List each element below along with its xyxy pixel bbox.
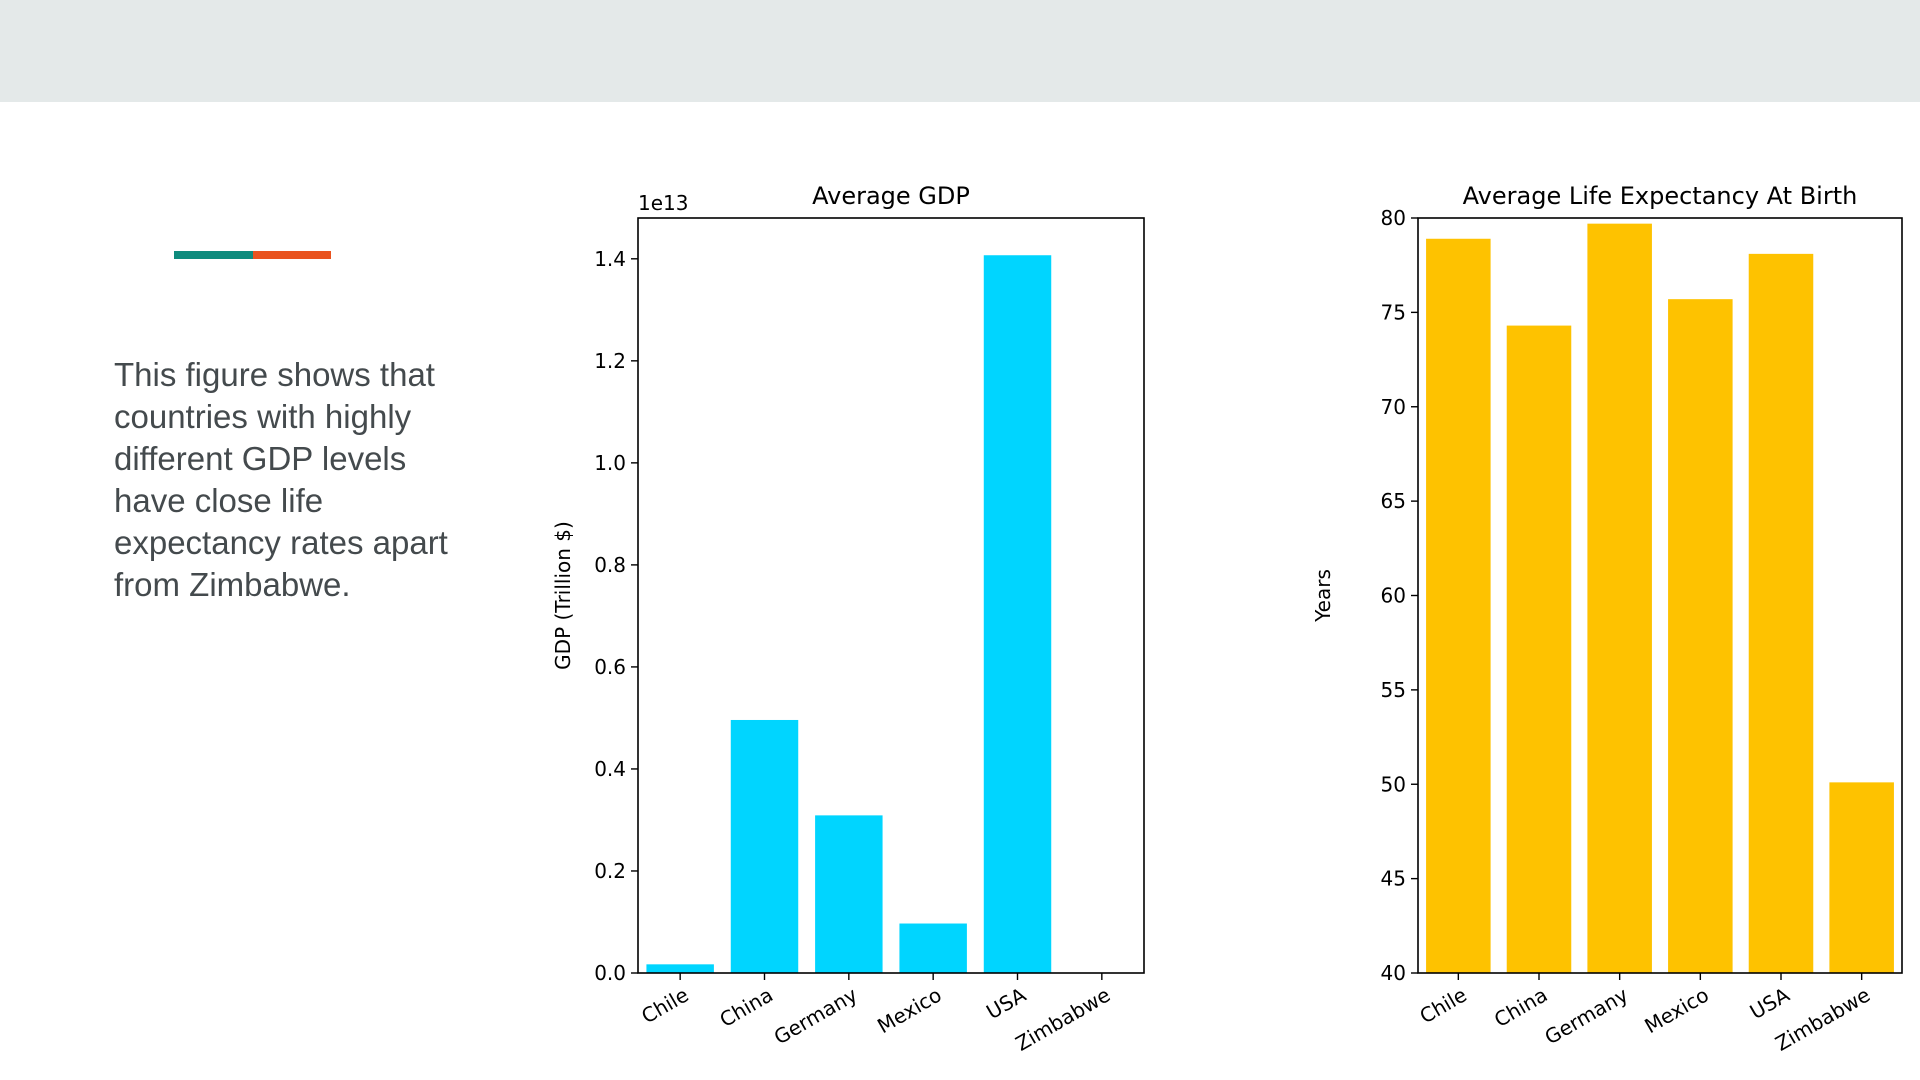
- y-tick-label: 0.6: [594, 655, 626, 679]
- bar-mexico: [899, 923, 967, 973]
- life-expectancy-chart: 40 45 50 55 60 65 70 75 80 Chile China Germany Mexic…: [1300, 170, 1920, 1080]
- accent-bar-teal: [174, 251, 253, 259]
- bar-mexico: [1668, 299, 1733, 973]
- y-axis-label: GDP (Trillion $): [551, 521, 575, 670]
- y-tick-label: 0.0: [594, 961, 626, 985]
- x-tick-label-zimbabwe: Zimbabwe: [1011, 983, 1114, 1056]
- y-tick-label: 0.4: [594, 757, 626, 781]
- bar-germany: [1587, 223, 1652, 973]
- y-tick-label: 60: [1381, 584, 1406, 608]
- y-tick-label: 65: [1381, 489, 1406, 513]
- y-tick-label: 0.8: [594, 553, 626, 577]
- bar-chile: [1426, 238, 1491, 973]
- bar-china: [1506, 325, 1572, 974]
- y-axis-label: Years: [1311, 569, 1335, 623]
- caption-text: This figure shows that countries with hi…: [114, 356, 448, 603]
- chart-title: Average GDP: [812, 182, 970, 210]
- x-tick-label-china: China: [1490, 983, 1551, 1032]
- y-tick-label: 1.2: [594, 349, 626, 373]
- y-tick-label: 50: [1381, 772, 1406, 796]
- x-tick-label-chile: Chile: [1415, 983, 1470, 1029]
- bar-usa: [1748, 253, 1814, 974]
- y-tick-label: 0.2: [594, 859, 626, 883]
- bar-usa: [983, 255, 1052, 973]
- x-tick-label-usa: USA: [1746, 982, 1794, 1024]
- bar-chile: [646, 964, 714, 973]
- gdp-chart: 0.0 0.2 0.4 0.6 0.8 1.0 1.2 1.4 Chile China German…: [540, 170, 1160, 1080]
- bar-germany: [815, 815, 883, 973]
- bar-zimbabwe: [1829, 782, 1894, 973]
- y-tick-label: 1.0: [594, 451, 626, 475]
- x-tick-label-germany: Germany: [1541, 982, 1633, 1049]
- gdp-chart-svg: 0.0 0.2 0.4 0.6 0.8 1.0 1.2 1.4 Chile ChinaGerman…: [551, 182, 1145, 1056]
- bar-china: [730, 719, 799, 973]
- x-tick-label-usa: USA: [982, 982, 1030, 1024]
- accent-bar: [174, 251, 331, 259]
- x-tick-label-china: China: [716, 983, 777, 1032]
- x-tick-label-mexico: Mexico: [873, 983, 945, 1039]
- header-band: [0, 0, 1920, 102]
- y-tick-label: 70: [1381, 395, 1406, 419]
- plot-frame: [637, 217, 1145, 974]
- y-tick-label: 40: [1381, 961, 1406, 985]
- accent-bar-orange: [252, 251, 331, 259]
- y-tick-label: 55: [1381, 678, 1406, 702]
- x-tick-label-chile: Chile: [637, 983, 692, 1029]
- x-tick-label-mexico: Mexico: [1640, 983, 1712, 1039]
- y-tick-label: 45: [1381, 867, 1406, 891]
- y-tick-label: 80: [1381, 206, 1406, 230]
- y-axis-offset-text: 1e13: [638, 191, 688, 215]
- x-tick-label-germany: Germany: [770, 982, 862, 1049]
- chart-title: Average Life Expectancy At Birth: [1463, 182, 1858, 210]
- y-tick-label: 75: [1381, 300, 1406, 324]
- y-tick-label: 1.4: [594, 247, 626, 271]
